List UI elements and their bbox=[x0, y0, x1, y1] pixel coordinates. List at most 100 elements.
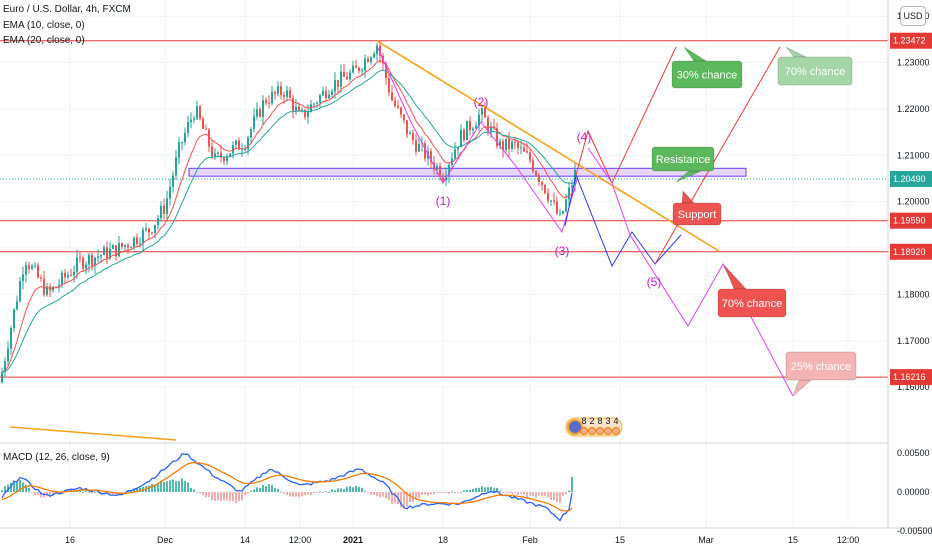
macd-histogram-bar bbox=[511, 492, 513, 495]
ema20-line bbox=[1, 69, 576, 373]
candle-body bbox=[166, 198, 168, 215]
event-count: 2 bbox=[589, 416, 594, 426]
candle-body bbox=[229, 153, 231, 157]
macd-histogram-bar bbox=[256, 487, 258, 492]
candle-body bbox=[85, 264, 87, 269]
time-tick-label: 12:00 bbox=[289, 535, 312, 545]
macd-histogram-bar bbox=[361, 487, 363, 492]
macd-histogram-bar bbox=[190, 487, 192, 492]
macd-histogram-bar bbox=[322, 492, 324, 493]
macd-histogram-bar bbox=[490, 486, 492, 492]
candle-body bbox=[367, 58, 369, 63]
candle-body bbox=[103, 247, 105, 256]
candle-body bbox=[511, 141, 513, 150]
candle-body bbox=[91, 254, 93, 266]
macd-histogram-bar bbox=[253, 489, 255, 492]
macd-histogram-bar bbox=[274, 488, 276, 492]
candle-body bbox=[199, 106, 201, 119]
macd-histogram-bar bbox=[169, 480, 171, 492]
macd-histogram-bar bbox=[277, 488, 279, 492]
macd-histogram-bar bbox=[208, 492, 210, 498]
candle-body bbox=[100, 255, 102, 257]
candle-body bbox=[448, 164, 450, 176]
candle-body bbox=[484, 108, 486, 118]
macd-histogram-bar bbox=[358, 486, 360, 492]
time-tick-label: 14 bbox=[240, 535, 250, 545]
macd-histogram-bar bbox=[331, 489, 333, 492]
macd-histogram-bar bbox=[394, 492, 396, 504]
price-tick-label: 1.18000 bbox=[897, 289, 930, 299]
macd-histogram-bar bbox=[178, 480, 180, 492]
macd-histogram-bar bbox=[505, 492, 507, 493]
candle-body bbox=[139, 243, 141, 245]
macd-histogram-bar bbox=[328, 491, 330, 493]
macd-histogram-bar bbox=[112, 492, 114, 495]
macd-histogram-bar bbox=[325, 491, 327, 493]
candle-body bbox=[346, 76, 348, 80]
macd-histogram-bar bbox=[19, 480, 21, 492]
candle-body bbox=[61, 272, 63, 285]
candle-body bbox=[361, 70, 363, 72]
macd-histogram-bar bbox=[436, 492, 438, 493]
price-tag-label: 1.20490 bbox=[893, 174, 926, 184]
macd-histogram-bar bbox=[376, 492, 378, 497]
candle-body bbox=[217, 152, 219, 154]
macd-histogram-bar bbox=[304, 492, 306, 496]
candle-body bbox=[151, 232, 153, 234]
projection-red-2 bbox=[654, 46, 781, 265]
callout-text: 70% chance bbox=[785, 66, 846, 78]
price-tag-label: 1.18920 bbox=[893, 247, 926, 257]
candle-body bbox=[223, 157, 225, 162]
candle-body bbox=[364, 58, 366, 71]
macd-histogram-bar bbox=[385, 492, 387, 499]
callout-tail bbox=[681, 189, 696, 204]
candle-body bbox=[316, 102, 318, 104]
candle-body bbox=[52, 286, 54, 291]
candle-body bbox=[67, 274, 69, 278]
callout-tail bbox=[785, 46, 807, 58]
candle-body bbox=[547, 193, 549, 201]
candle-body bbox=[343, 71, 345, 77]
candle-body bbox=[370, 57, 372, 63]
candle-body bbox=[298, 106, 300, 111]
candle-body bbox=[253, 116, 255, 130]
macd-histogram-bar bbox=[136, 488, 138, 492]
macd-histogram-bar bbox=[280, 491, 282, 493]
candle-body bbox=[454, 149, 456, 159]
currency-button[interactable]: USD bbox=[900, 6, 926, 26]
price-tag bbox=[890, 170, 932, 187]
macd-histogram-bar bbox=[400, 492, 402, 508]
resistance-zone bbox=[188, 167, 747, 177]
macd-tick-label: 0.00500 bbox=[897, 448, 930, 458]
macd-histogram-bar bbox=[148, 485, 150, 492]
candle-body bbox=[502, 141, 504, 151]
candle-body bbox=[4, 361, 6, 373]
ema10-legend: EMA (10, close, 0) bbox=[3, 20, 85, 31]
macd-histogram-bar bbox=[217, 492, 219, 501]
candle-body bbox=[130, 247, 132, 249]
macd-histogram-bar bbox=[82, 491, 84, 493]
price-tag-label: 1.16216 bbox=[893, 372, 926, 382]
macd-histogram-bar bbox=[391, 492, 393, 505]
candle-body bbox=[565, 199, 567, 212]
macd-legend: MACD (12, 26, close, 9) bbox=[3, 452, 110, 463]
macd-histogram-bar bbox=[238, 492, 240, 502]
macd-histogram-bar bbox=[301, 492, 303, 497]
macd-histogram-bar bbox=[307, 492, 309, 495]
candle-body bbox=[442, 177, 444, 181]
candle-body bbox=[64, 272, 66, 278]
candle-body bbox=[247, 137, 249, 150]
macd-histogram-bar bbox=[244, 492, 246, 496]
callout-tail bbox=[683, 46, 708, 62]
macd-histogram-bar bbox=[487, 487, 489, 492]
candle-body bbox=[271, 91, 273, 104]
macd-histogram-bar bbox=[205, 492, 207, 498]
macd-histogram-bar bbox=[298, 492, 300, 498]
candle-body bbox=[475, 125, 477, 129]
macd-histogram-bar bbox=[196, 492, 198, 493]
time-tick-label: 2021 bbox=[343, 535, 363, 545]
callout-text: Resistance bbox=[656, 154, 710, 166]
wave-label: (2) bbox=[474, 95, 489, 109]
macd-histogram-bar bbox=[292, 492, 294, 497]
